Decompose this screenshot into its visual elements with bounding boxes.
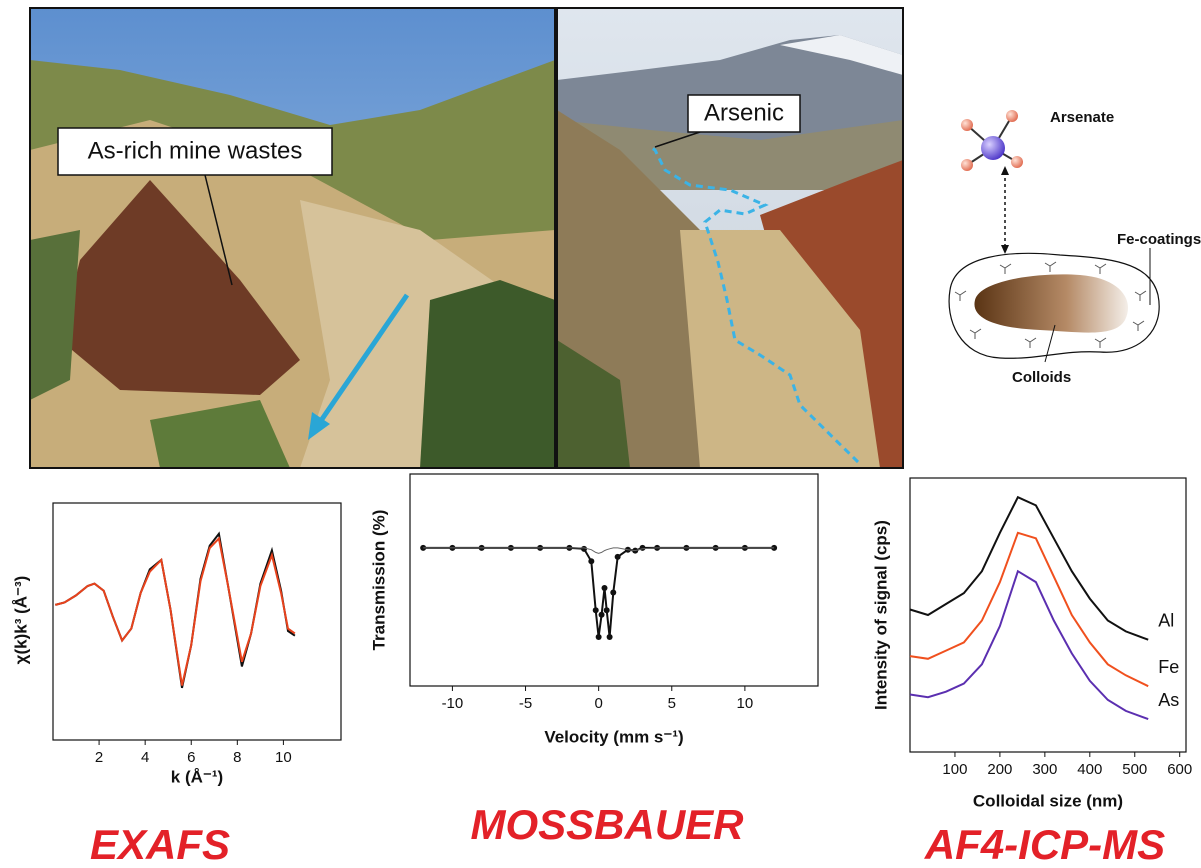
x-tick-label: 5	[668, 695, 676, 712]
y-axis-label: χ(k)k³ (Å⁻³)	[11, 576, 30, 665]
diagram-label: Fe-coatings	[1117, 231, 1201, 248]
x-tick-label: 2	[95, 749, 103, 766]
x-tick-label: 600	[1167, 761, 1192, 778]
data-point	[601, 585, 607, 591]
x-tick-label: 4	[141, 749, 149, 766]
diagram-label: Arsenate	[1050, 109, 1114, 126]
series-label: As	[1158, 690, 1179, 710]
x-tick-label: -5	[519, 695, 532, 712]
caption: EXAFS	[90, 821, 230, 868]
data-point	[596, 634, 602, 640]
x-axis-label: Colloidal size (nm)	[973, 791, 1123, 810]
x-tick-label: 200	[987, 761, 1012, 778]
data-point	[640, 545, 646, 551]
photo-label: As-rich mine wastes	[88, 137, 303, 164]
data-point	[615, 554, 621, 560]
caption: AF4-ICP-MS	[924, 821, 1165, 868]
caption: MOSSBAUER	[470, 801, 744, 848]
plot-frame	[53, 503, 341, 740]
data-line	[910, 533, 1148, 686]
plot-frame	[910, 478, 1186, 752]
colloid-diagram: Arsenate Fe-coatings Colloids	[949, 109, 1201, 386]
x-tick-label: 10	[737, 695, 754, 712]
data-point	[610, 589, 616, 595]
x-tick-label: 100	[942, 761, 967, 778]
x-axis-label: Velocity (mm s⁻¹)	[544, 727, 683, 746]
diagram-label: Colloids	[1012, 369, 1071, 386]
x-tick-label: 400	[1077, 761, 1102, 778]
x-tick-label: 300	[1032, 761, 1057, 778]
photo-stream: Arsenic	[557, 8, 903, 468]
y-axis-label: Intensity of signal (cps)	[871, 520, 890, 710]
x-tick-label: 500	[1122, 761, 1147, 778]
x-axis-label: k (Å⁻¹)	[171, 767, 223, 786]
data-point	[604, 607, 610, 613]
x-tick-label: 8	[233, 749, 241, 766]
x-tick-label: -10	[442, 695, 464, 712]
y-axis-label: Transmission (%)	[369, 510, 388, 651]
photo-label: Arsenic	[704, 99, 784, 126]
x-tick-label: 0	[594, 695, 602, 712]
x-tick-label: 6	[187, 749, 195, 766]
data-line	[910, 571, 1148, 719]
data-line	[910, 497, 1148, 640]
data-point	[607, 634, 613, 640]
series-label: Fe	[1158, 657, 1179, 677]
data-point	[599, 612, 605, 618]
x-tick-label: 10	[275, 749, 292, 766]
graphical-abstract: As-rich mine wastes Arsenic Arsenate	[0, 0, 1201, 868]
data-line	[423, 548, 774, 637]
photo-mine-wastes: As-rich mine wastes	[30, 8, 555, 468]
data-line	[55, 539, 295, 686]
data-line	[55, 534, 295, 688]
data-point	[593, 607, 599, 613]
data-point	[588, 558, 594, 564]
series-label: Al	[1158, 610, 1174, 630]
